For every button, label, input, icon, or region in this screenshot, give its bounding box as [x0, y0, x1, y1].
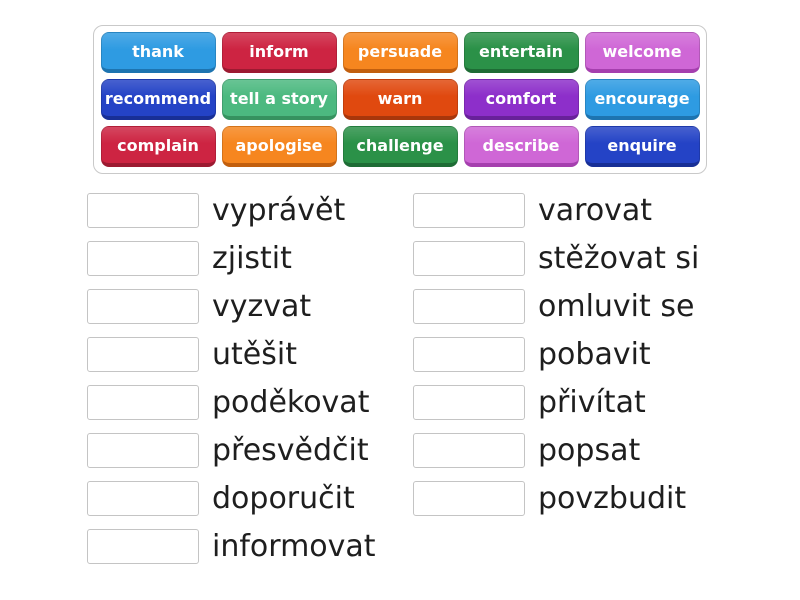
- match-word: přesvědčit: [212, 432, 369, 468]
- match-word: přivítat: [538, 384, 646, 420]
- match-word: zjistit: [212, 240, 292, 276]
- match-row: poděkovat: [87, 385, 376, 420]
- match-word: utěšit: [212, 336, 297, 372]
- match-word: pobavit: [538, 336, 651, 372]
- tile-persuade[interactable]: persuade: [342, 32, 458, 73]
- match-word: doporučit: [212, 480, 355, 516]
- match-word: informovat: [212, 528, 376, 564]
- answer-slot[interactable]: [413, 289, 525, 324]
- answer-slot[interactable]: [413, 241, 525, 276]
- match-row: doporučit: [87, 481, 376, 516]
- answer-slot[interactable]: [413, 385, 525, 420]
- match-word: stěžovat si: [538, 240, 700, 276]
- match-word: popsat: [538, 432, 641, 468]
- match-row: povzbudit: [413, 481, 699, 516]
- answer-slot[interactable]: [87, 337, 199, 372]
- tile-recommend[interactable]: recommend: [100, 79, 216, 120]
- answer-slot[interactable]: [87, 385, 199, 420]
- match-row: omluvit se: [413, 289, 699, 324]
- answer-slot[interactable]: [87, 241, 199, 276]
- answer-slot[interactable]: [413, 193, 525, 228]
- match-row: stěžovat si: [413, 241, 699, 276]
- match-row: přesvědčit: [87, 433, 376, 468]
- answer-slot[interactable]: [87, 289, 199, 324]
- tile-entertain[interactable]: entertain: [463, 32, 579, 73]
- match-column-right: varovat stěžovat si omluvit se pobavit p…: [413, 193, 699, 516]
- tile-encourage[interactable]: encourage: [584, 79, 700, 120]
- tile-apologise[interactable]: apologise: [221, 126, 337, 167]
- answer-slot[interactable]: [413, 481, 525, 516]
- answer-slot[interactable]: [413, 337, 525, 372]
- tile-inform[interactable]: inform: [221, 32, 337, 73]
- match-column-left: vyprávět zjistit vyzvat utěšit poděkovat…: [87, 193, 376, 564]
- match-row: pobavit: [413, 337, 699, 372]
- tile-tell-a-story[interactable]: tell a story: [221, 79, 337, 120]
- answer-slot[interactable]: [87, 481, 199, 516]
- match-word: poděkovat: [212, 384, 370, 420]
- tile-challenge[interactable]: challenge: [342, 126, 458, 167]
- answer-slot[interactable]: [87, 433, 199, 468]
- tile-describe[interactable]: describe: [463, 126, 579, 167]
- tile-comfort[interactable]: comfort: [463, 79, 579, 120]
- match-row: vyzvat: [87, 289, 376, 324]
- match-word: varovat: [538, 192, 653, 228]
- word-bank-panel: thank inform persuade entertain welcome …: [93, 25, 707, 174]
- match-row: popsat: [413, 433, 699, 468]
- tile-thank[interactable]: thank: [100, 32, 216, 73]
- match-row: varovat: [413, 193, 699, 228]
- tile-enquire[interactable]: enquire: [584, 126, 700, 167]
- tile-complain[interactable]: complain: [100, 126, 216, 167]
- match-row: vyprávět: [87, 193, 376, 228]
- match-row: informovat: [87, 529, 376, 564]
- match-word: vyprávět: [212, 192, 346, 228]
- tile-welcome[interactable]: welcome: [584, 32, 700, 73]
- answer-slot[interactable]: [87, 193, 199, 228]
- tile-warn[interactable]: warn: [342, 79, 458, 120]
- answer-slot[interactable]: [87, 529, 199, 564]
- answer-slot[interactable]: [413, 433, 525, 468]
- match-row: přivítat: [413, 385, 699, 420]
- match-word: povzbudit: [538, 480, 687, 516]
- match-word: vyzvat: [212, 288, 312, 324]
- match-row: zjistit: [87, 241, 376, 276]
- match-row: utěšit: [87, 337, 376, 372]
- match-word: omluvit se: [538, 288, 695, 324]
